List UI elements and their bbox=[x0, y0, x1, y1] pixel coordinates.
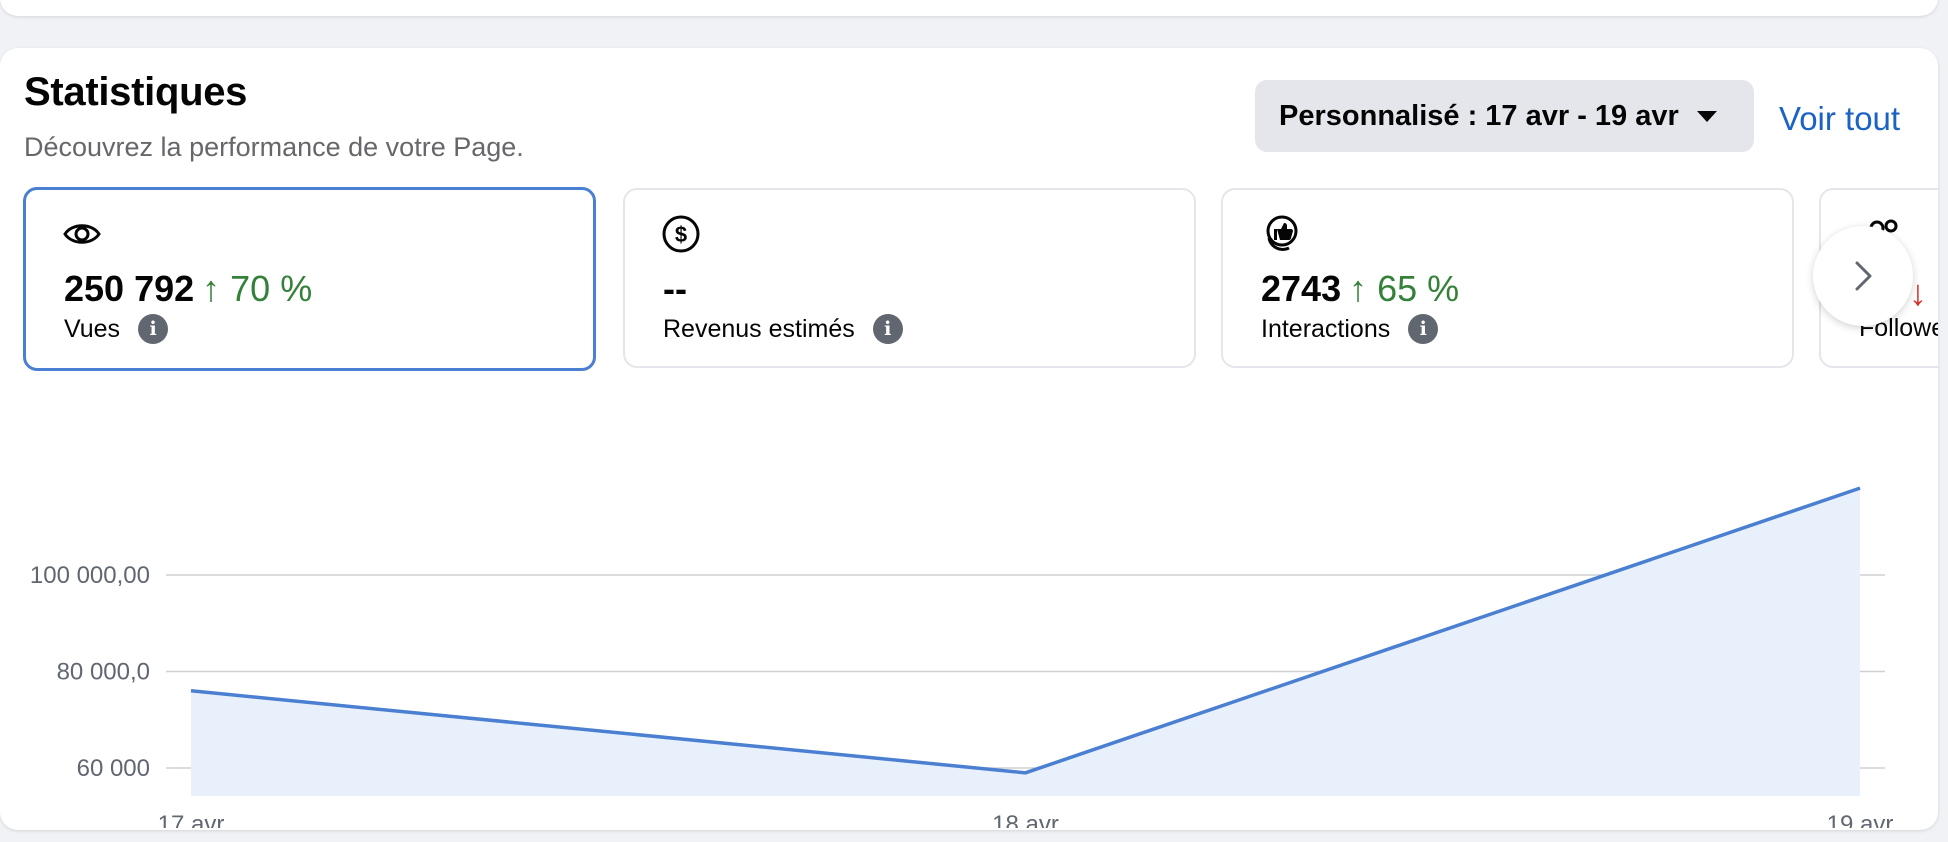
metric-value: -- bbox=[663, 268, 687, 309]
metric-label: Interactions i bbox=[1261, 314, 1439, 344]
metric-value: 2743 ↑ 65 % bbox=[1261, 268, 1460, 309]
previous-card bbox=[0, 0, 1938, 16]
y-tick-label: 60 000 bbox=[77, 755, 150, 782]
section-subtitle: Découvrez la performance de votre Page. bbox=[24, 132, 524, 162]
views-area-chart: 60 000 80 000,0 100 000,00 17 avr 18 avr 19 … bbox=[30, 486, 1894, 828]
x-axis-ticks: 17 avr 18 avr 19 avr bbox=[158, 811, 1894, 828]
next-metrics-button[interactable] bbox=[1813, 226, 1913, 326]
info-icon[interactable]: i bbox=[1408, 314, 1439, 344]
chart-area-fill bbox=[191, 488, 1860, 796]
eye-icon bbox=[63, 224, 101, 244]
metric-value: ↓ - bbox=[1901, 272, 1938, 314]
x-tick-label: 19 avr bbox=[1827, 811, 1894, 828]
chevron-right-icon bbox=[1855, 261, 1872, 291]
x-tick-label: 18 avr bbox=[992, 811, 1059, 828]
svg-text:$: $ bbox=[675, 222, 687, 247]
dollar-icon: $ bbox=[662, 215, 700, 253]
metric-card-interactions[interactable]: 2743 ↑ 65 % Interactions i bbox=[1221, 188, 1794, 368]
date-range-dropdown[interactable]: Personnalisé : 17 avr - 19 avr bbox=[1255, 80, 1754, 152]
statistics-card: Statistiques Découvrez la performance de… bbox=[0, 48, 1938, 830]
see-all-link[interactable]: Voir tout bbox=[1779, 100, 1901, 137]
y-axis-ticks: 60 000 80 000,0 100 000,00 bbox=[30, 562, 150, 782]
metric-label: Revenus estimés i bbox=[663, 314, 903, 344]
metric-delta: ↓ - bbox=[1909, 272, 1938, 313]
section-title: Statistiques bbox=[24, 70, 248, 114]
metric-card-views[interactable]: 250 792 ↑ 70 % Vues i bbox=[23, 187, 596, 371]
metric-card-revenue[interactable]: $ -- Revenus estimés i bbox=[623, 188, 1196, 368]
chart-series-line bbox=[190, 486, 1861, 775]
y-tick-label: 100 000,00 bbox=[30, 562, 150, 589]
x-tick-label: 17 avr bbox=[158, 811, 225, 828]
info-icon[interactable]: i bbox=[872, 314, 903, 344]
metric-delta: ↑ 70 % bbox=[202, 268, 313, 309]
metric-delta: ↑ 65 % bbox=[1349, 268, 1460, 309]
caret-down-icon bbox=[1696, 110, 1717, 122]
y-tick-label: 80 000,0 bbox=[57, 659, 150, 686]
info-icon[interactable]: i bbox=[138, 314, 169, 344]
metric-label: Vues i bbox=[64, 314, 169, 344]
thumbs-up-icon bbox=[1266, 215, 1298, 251]
metric-value: 250 792 ↑ 70 % bbox=[64, 268, 313, 309]
date-range-label: Personnalisé : 17 avr - 19 avr bbox=[1279, 99, 1679, 132]
